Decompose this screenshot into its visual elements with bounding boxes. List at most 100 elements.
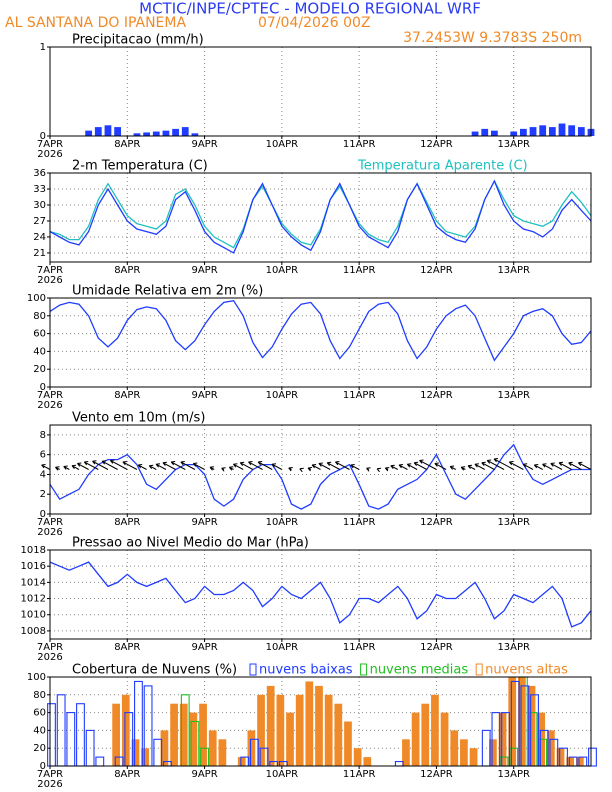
y-tick-label: 2: [40, 489, 46, 500]
bar: [257, 694, 265, 766]
x-tick-label: 13APR: [497, 390, 530, 401]
bar: [431, 694, 439, 766]
panel-title: Cobertura de Nuvens (%): [72, 663, 237, 678]
x-tick-label: 12APR: [420, 642, 453, 653]
wind-arrow: [558, 461, 572, 470]
x-tick-label: 11APR: [343, 390, 376, 401]
wind-arrow: [162, 461, 176, 470]
x-tick-label: 11APR: [343, 139, 376, 150]
bar: [153, 738, 163, 767]
bar: [519, 128, 527, 136]
bar: [85, 130, 93, 136]
wind-arrow: [41, 463, 51, 470]
y-tick-label: 40: [33, 725, 46, 736]
x-tick-label: 8APR: [114, 265, 140, 276]
x-year-label: 2026: [37, 652, 62, 663]
panel-frame: [49, 549, 592, 640]
wind-arrow: [71, 464, 80, 470]
y-tick-label: 0: [40, 382, 46, 393]
x-tick-label: 13APR: [497, 517, 530, 528]
wind-arrow: [232, 463, 244, 470]
panel: 0 20 40 60 80 100 7APR 8APR 9APR 10APR 11APR 12APR 1…: [27, 284, 592, 411]
wind-arrow: [170, 460, 186, 470]
bar: [471, 131, 479, 136]
legend-label: Temperatura Aparente (C): [357, 159, 528, 174]
wind-arrow: [474, 463, 485, 470]
bar: [548, 127, 556, 136]
wind-arrow: [122, 460, 138, 470]
panel-frame: [49, 46, 592, 137]
wind-arrow: [192, 462, 205, 470]
wind-arrow: [63, 465, 70, 470]
wind-arrow: [406, 463, 418, 470]
bar: [315, 685, 323, 766]
x-tick-label: 7APR: [37, 139, 63, 150]
x-tick-label: 10APR: [266, 769, 299, 780]
x-tick-label: 10APR: [266, 642, 299, 653]
wind-arrow: [413, 461, 428, 470]
bar: [172, 128, 179, 136]
wind-arrow: [92, 460, 109, 470]
bar: [411, 712, 420, 766]
bar: [181, 127, 189, 136]
bar: [529, 127, 537, 136]
x-tick-label: 13APR: [497, 769, 530, 780]
wind-arrow: [288, 466, 293, 472]
y-tick-label: 6: [40, 450, 46, 461]
x-tick-label: 10APR: [266, 390, 299, 401]
bar: [114, 127, 122, 136]
y-tick-label: 100: [27, 293, 46, 304]
y-tick-label: 1008: [21, 626, 46, 637]
wind-arrow: [299, 467, 304, 473]
x-tick-label: 11APR: [343, 265, 376, 276]
panel: 0 1 7APR 8APR 9APR 10APR 11APR 12APR 13APR 2026 Pr…: [37, 33, 595, 160]
wind-arrow: [148, 464, 157, 470]
y-tick-label: 36: [33, 168, 46, 179]
bar: [131, 739, 140, 766]
bar: [237, 757, 246, 766]
x-tick-label: 7APR: [37, 265, 63, 276]
wind-arrow: [434, 462, 447, 470]
bar: [498, 712, 507, 766]
y-tick-label: 80: [33, 690, 46, 701]
bar: [143, 132, 150, 136]
wind-arrow: [101, 460, 118, 470]
bar: [266, 685, 275, 766]
wind-arrow: [137, 463, 147, 470]
bar: [363, 757, 372, 766]
x-tick-label: 13APR: [497, 265, 530, 276]
wind-arrow: [550, 462, 563, 470]
bar: [104, 125, 112, 136]
wind-arrow: [419, 459, 437, 470]
bar: [402, 739, 410, 766]
bar: [394, 760, 404, 767]
bar: [527, 685, 536, 766]
legend-swatch: [475, 663, 483, 676]
legend-label: nuvens medias: [370, 663, 469, 678]
y-tick-label: 40: [33, 346, 46, 357]
y-tick-label: 1014: [21, 577, 46, 588]
wind-arrow: [221, 467, 226, 472]
y-tick-label: 30: [33, 200, 46, 211]
wind-arrow: [83, 460, 99, 470]
bar: [353, 748, 362, 766]
bar: [546, 730, 555, 766]
panel-title: 2-m Temperatura (C): [72, 159, 208, 174]
y-tick-label: 4: [40, 469, 46, 480]
x-tick-label: 8APR: [114, 390, 140, 401]
panel: 0 2 4 6 8 7APR 8APR 9APR 10APR 11APR 12APR 13APR 202…: [37, 411, 592, 538]
x-year-label: 2026: [37, 149, 62, 160]
coordinates: 37.2453W 9.3783S 250m: [403, 30, 582, 46]
wind-arrow: [577, 461, 592, 470]
panel-frame: [49, 424, 592, 515]
y-tick-label: 0: [40, 131, 46, 142]
x-tick-label: 9APR: [191, 265, 217, 276]
x-tick-label: 13APR: [497, 642, 530, 653]
x-tick-label: 8APR: [114, 769, 140, 780]
page-title: MCTIC/INPE/CPTEC - MODELO REGIONAL WRF: [139, 0, 481, 18]
location: AL SANTANA DO IPANEMA: [5, 15, 186, 31]
wind-arrow: [228, 466, 234, 471]
panel-title: Precipitacao (mm/h): [72, 33, 204, 48]
legend-swatch: [360, 663, 368, 676]
bar: [305, 681, 314, 766]
